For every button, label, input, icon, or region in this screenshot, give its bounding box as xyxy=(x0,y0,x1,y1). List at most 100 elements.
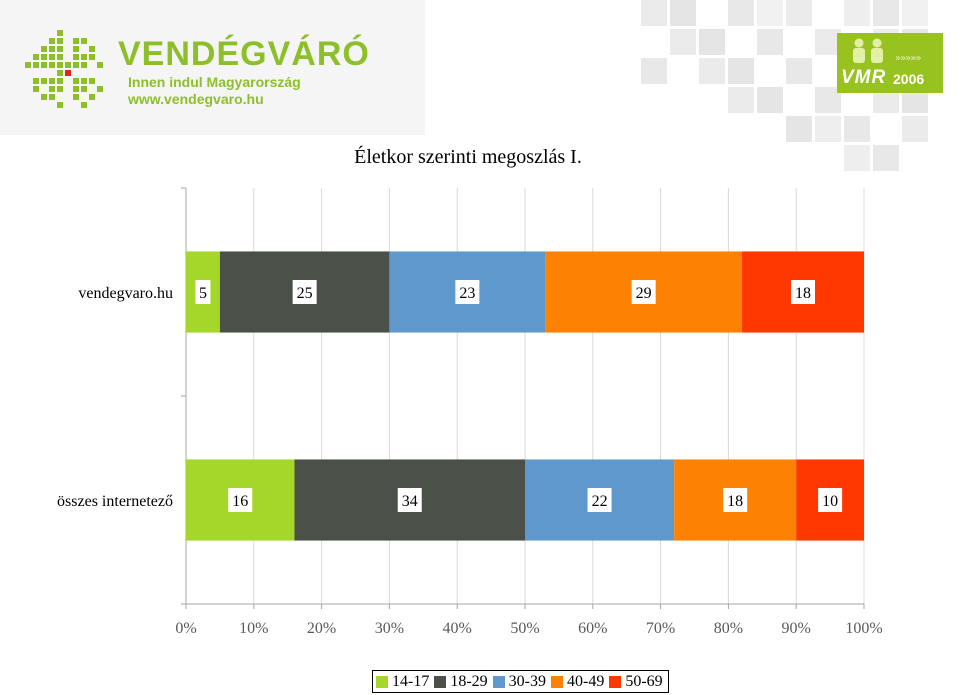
decorative-square xyxy=(728,0,754,26)
logo-dot xyxy=(73,78,79,84)
decorative-square xyxy=(844,116,870,142)
decorative-square xyxy=(641,58,667,84)
legend-item: 30-39 xyxy=(492,673,546,691)
x-tick-label: 10% xyxy=(239,620,268,637)
logo-dot xyxy=(73,86,79,92)
x-tick-label: 30% xyxy=(375,620,404,637)
data-label-background xyxy=(587,488,612,512)
x-tick-label: 0% xyxy=(175,620,196,637)
decorative-square xyxy=(815,116,841,142)
decorative-square xyxy=(670,0,696,26)
logo-dot xyxy=(65,62,71,68)
data-label: 16 xyxy=(232,493,248,510)
x-tick-label: 50% xyxy=(510,620,539,637)
category-label: összes internetező xyxy=(57,493,173,510)
logo-dot xyxy=(33,78,39,84)
decorative-square xyxy=(902,0,928,26)
logo-dot xyxy=(97,62,103,68)
legend-label: 14-17 xyxy=(392,672,430,690)
logo-dot xyxy=(81,38,87,44)
badge-text: VMR xyxy=(841,67,887,88)
logo-dot xyxy=(57,62,63,68)
logo-dot xyxy=(81,86,87,92)
badge-arrows: »»»»» xyxy=(895,53,922,64)
logo-dot xyxy=(25,62,31,68)
decorative-square xyxy=(844,0,870,26)
logo-dot xyxy=(73,94,79,100)
logo-dot xyxy=(89,54,95,60)
legend-item: 14-17 xyxy=(376,673,429,691)
decorative-square xyxy=(786,0,812,26)
decorative-square xyxy=(786,58,812,84)
legend-item: 18-29 xyxy=(434,672,488,691)
logo-dot xyxy=(49,38,55,44)
x-tick-label: 60% xyxy=(578,620,607,637)
logo-dot xyxy=(81,78,87,84)
logo-dot xyxy=(89,78,95,84)
logo-url: www.vendegvaro.hu xyxy=(128,91,264,107)
legend-item: 50-69 xyxy=(609,672,663,691)
data-label: 18 xyxy=(795,285,811,302)
logo-dot xyxy=(81,62,87,68)
x-tick-label: 80% xyxy=(714,620,743,637)
logo-dot xyxy=(57,70,63,76)
logo-dot xyxy=(73,38,79,44)
logo-dot xyxy=(49,62,55,68)
decorative-square xyxy=(699,29,725,55)
logo-dot xyxy=(81,102,87,108)
decorative-square xyxy=(728,58,754,84)
logo-dot xyxy=(49,86,55,92)
x-tick-label: 20% xyxy=(307,620,336,637)
data-label-background xyxy=(818,488,843,512)
decorative-square xyxy=(757,87,783,113)
logo-dot xyxy=(81,54,87,60)
logo-dot xyxy=(89,46,95,52)
logo-dot xyxy=(57,102,63,108)
logo-dot xyxy=(49,94,55,100)
legend-swatch xyxy=(492,675,505,688)
logo-dot xyxy=(33,86,39,92)
logo-dot xyxy=(49,46,55,52)
data-label-background xyxy=(228,488,253,512)
chart-title: Életkor szerinti megoszlás I. xyxy=(354,146,582,168)
legend-swatch xyxy=(376,675,388,688)
data-label: 18 xyxy=(727,493,743,510)
x-tick-label: 70% xyxy=(646,620,675,637)
decorative-square xyxy=(728,87,754,113)
legend-swatch xyxy=(434,675,447,688)
data-label: 5 xyxy=(199,285,207,302)
logo-dot xyxy=(57,38,63,44)
stacked-bar-chart: 0% 10% 20% 30% 40% 50% 60% 70% 80% 90% 100% 5 25 23 29… xyxy=(57,187,883,637)
legend-label: 18-29 xyxy=(450,672,488,690)
logo-dot xyxy=(49,78,55,84)
decorative-square xyxy=(873,0,899,26)
decorative-square xyxy=(699,58,725,84)
decorative-square xyxy=(670,29,696,55)
legend-swatch xyxy=(609,675,622,688)
decorative-square xyxy=(641,0,667,26)
decorative-square xyxy=(815,87,841,113)
chart-legend: 14-17 18-29 30-39 40-49 50-69 xyxy=(372,670,669,693)
logo-dot xyxy=(57,30,63,36)
decorative-square xyxy=(902,116,928,142)
data-label: 10 xyxy=(822,493,838,510)
decorative-square xyxy=(844,145,870,171)
logo-dot xyxy=(41,78,47,84)
data-label: 23 xyxy=(459,285,475,302)
data-label-background xyxy=(790,280,815,304)
logo-dot xyxy=(73,54,79,60)
x-tick-label: 40% xyxy=(443,620,472,637)
gridlines xyxy=(185,188,865,604)
logo-dot xyxy=(57,78,63,84)
logo-dot xyxy=(73,46,79,52)
logo-tagline: Innen indul Magyarország xyxy=(128,74,301,90)
data-label: 34 xyxy=(402,493,418,510)
data-label-background xyxy=(292,280,317,304)
logo-dot xyxy=(57,54,63,60)
logo-center-dot xyxy=(65,70,71,76)
logo-dot xyxy=(41,62,47,68)
logo-dot xyxy=(41,94,47,100)
data-label: 29 xyxy=(636,285,652,302)
x-tick-label: 90% xyxy=(782,620,811,637)
legend-label: 50-69 xyxy=(625,672,663,690)
